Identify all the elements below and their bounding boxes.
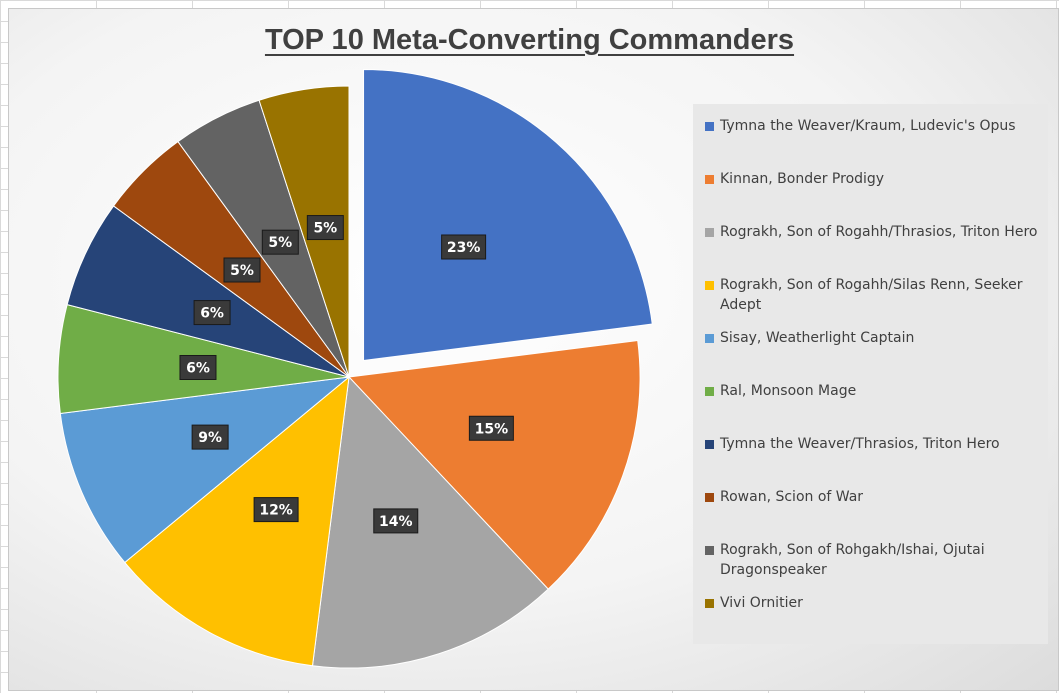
legend-label: Tymna the Weaver/Kraum, Ludevic's Opus (720, 118, 1016, 134)
legend-label: Vivi Ornitier (720, 595, 803, 611)
data-label: 12% (253, 497, 299, 523)
pie-slice-sisay-weatherlight-captain[interactable] (59, 376, 351, 564)
legend-label: Sisay, Weatherlight Captain (720, 330, 915, 346)
legend-swatch (705, 228, 714, 237)
legend-item[interactable]: Ral, Monsoon Mage (705, 381, 1040, 401)
data-label-box (306, 215, 344, 241)
data-label-box (468, 415, 514, 441)
legend[interactable]: Tymna the Weaver/Kraum, Ludevic's Opus Ki… (693, 104, 1048, 644)
legend-swatch (705, 440, 714, 449)
data-label-box (191, 424, 229, 450)
legend-label: Rograkh, Son of Rogahh/Thrasios, Triton … (720, 224, 1038, 240)
legend-label: Ral, Monsoon Mage (720, 383, 857, 399)
data-label-text: 15% (475, 421, 509, 437)
data-label-box (261, 229, 299, 255)
data-label-text: 6% (186, 360, 210, 376)
pie-slice-rograkh-son-of-rogahh-silas-renn-seeker-adept[interactable] (124, 375, 350, 667)
legend-item[interactable]: Vivi Ornitier (705, 593, 1040, 613)
legend-item[interactable]: Tymna the Weaver/Thrasios, Triton Hero (705, 434, 1040, 454)
legend-item[interactable]: Kinnan, Bonder Prodigy (705, 169, 1040, 189)
data-label: 15% (468, 415, 514, 441)
legend-label: Tymna the Weaver/Thrasios, Triton Hero (720, 436, 1000, 452)
data-label-box (253, 497, 299, 523)
data-label: 14% (373, 508, 419, 534)
legend-item[interactable]: Rograkh, Son of Rogahh/Silas Renn, Seeke… (705, 275, 1040, 315)
data-label: 6% (193, 300, 231, 326)
data-label-box (193, 300, 231, 326)
data-label: 9% (191, 424, 229, 450)
pie-slice-vivi-ornitier[interactable] (258, 85, 350, 378)
data-label-box (441, 234, 487, 260)
legend-item[interactable]: Sisay, Weatherlight Captain (705, 328, 1040, 348)
pie-slice-kinnan-bonder-prodigy[interactable] (347, 339, 641, 590)
pie-slice-rograkh-son-of-rogahh-thrasios-triton-hero[interactable] (311, 375, 549, 669)
data-label-box (223, 257, 261, 283)
pie-slice-tymna-the-weaver-kraum-ludevic-s-opus[interactable] (363, 68, 653, 362)
data-label-text: 5% (230, 263, 254, 279)
data-label-text: 9% (198, 430, 222, 446)
legend-label: Rograkh, Son of Rogahh/Silas Renn, Seeke… (720, 277, 1023, 313)
legend-swatch (705, 546, 714, 555)
legend-swatch (705, 122, 714, 131)
legend-label: Kinnan, Bonder Prodigy (720, 171, 885, 187)
data-label: 5% (223, 257, 261, 283)
data-label-text: 23% (447, 240, 481, 256)
legend-item[interactable]: Rograkh, Son of Rogahh/Thrasios, Triton … (705, 222, 1040, 242)
legend-swatch (705, 387, 714, 396)
data-label-box (179, 354, 217, 380)
data-label-box (373, 508, 419, 534)
data-label-text: 5% (268, 235, 292, 251)
data-label-text: 12% (259, 503, 293, 519)
data-label: 6% (179, 354, 217, 380)
legend-item[interactable]: Rograkh, Son of Rohgakh/Ishai, Ojutai Dr… (705, 540, 1040, 580)
chart-title: TOP 10 Meta-Converting Commanders (264, 24, 795, 56)
legend-item[interactable]: Rowan, Scion of War (705, 487, 1040, 507)
legend-label: Rograkh, Son of Rohgakh/Ishai, Ojutai Dr… (720, 542, 985, 578)
legend-item[interactable]: Tymna the Weaver/Kraum, Ludevic's Opus (705, 116, 1040, 136)
legend-label: Rowan, Scion of War (720, 489, 864, 505)
legend-swatch (705, 281, 714, 290)
data-label-text: 6% (200, 306, 224, 322)
data-label: 5% (261, 229, 299, 255)
data-label: 5% (306, 215, 344, 241)
legend-swatch (705, 493, 714, 502)
legend-swatch (705, 599, 714, 608)
data-label: 23% (441, 234, 487, 260)
legend-swatch (705, 175, 714, 184)
data-label-text: 5% (313, 221, 337, 237)
data-label-text: 14% (379, 514, 413, 530)
legend-swatch (705, 334, 714, 343)
